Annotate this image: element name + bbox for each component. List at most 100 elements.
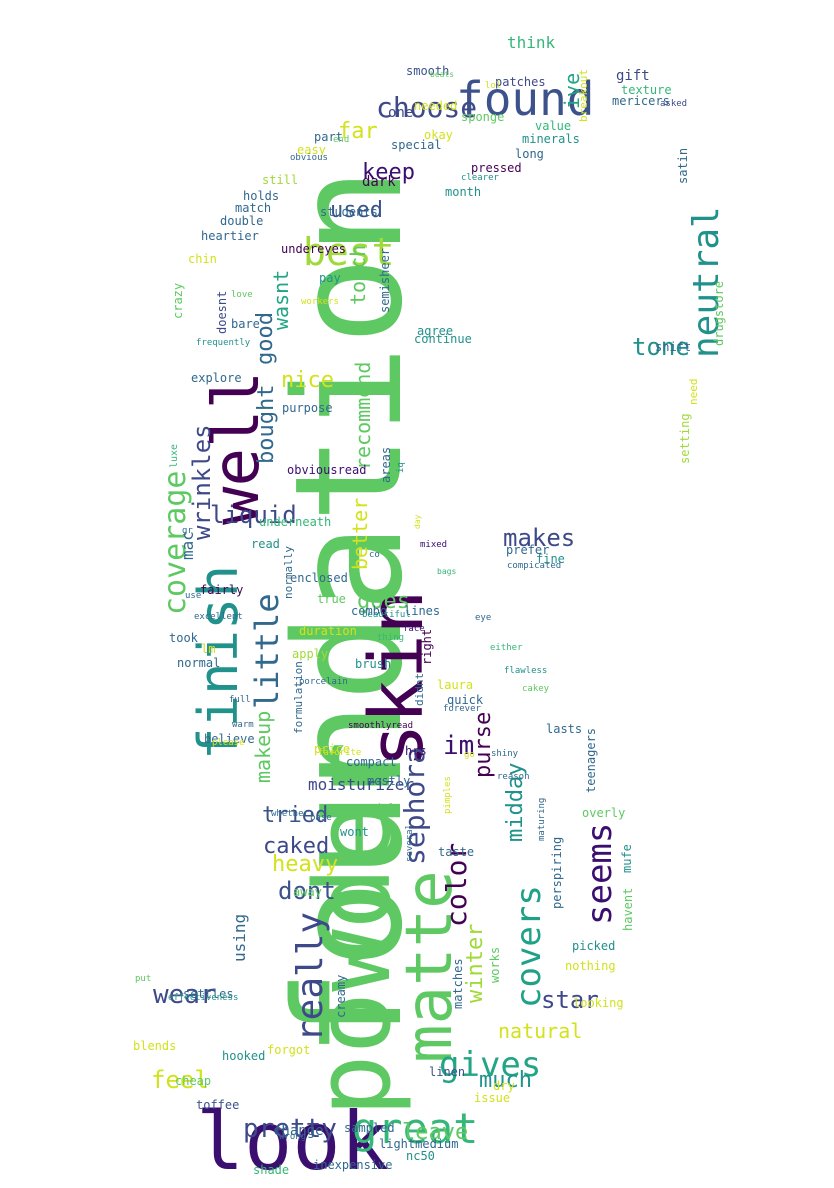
word-enclosed: enclosed [290, 571, 348, 585]
word-favorite: favorite [318, 748, 362, 758]
word-issue: issue [474, 1091, 511, 1105]
word-mericers: mericers [612, 94, 670, 108]
word-smooth: smooth [406, 64, 450, 78]
word-really: really [290, 911, 331, 1042]
word-long: long [515, 147, 544, 161]
word-matches: matches [451, 958, 465, 1009]
word-clearer: clearer [461, 173, 499, 183]
word-change: change [273, 1123, 324, 1139]
word-think: think [507, 33, 556, 52]
word-lightmedium: lightmedium [379, 1137, 459, 1151]
word-settles: settles [183, 987, 234, 1001]
word-duration: duration [299, 624, 357, 638]
word-wasnt: wasnt [269, 269, 293, 330]
word-iq: iq [396, 462, 406, 473]
word-minerals: minerals [522, 132, 580, 146]
word-linen: linen [429, 1065, 466, 1079]
word-luxe: luxe [169, 443, 180, 468]
word-used: used [330, 198, 383, 223]
word-lasts: lasts [546, 722, 583, 736]
word-little: little [248, 593, 286, 709]
word-still: still [262, 173, 299, 187]
word-satin: satin [676, 147, 690, 184]
word-nc50: nc50 [406, 1149, 435, 1163]
word-normal: normal [177, 656, 221, 670]
word-hooked: hooked [222, 1049, 266, 1063]
word-mixed: mixed [420, 540, 448, 550]
word-cakey: cakey [522, 684, 550, 694]
word-workers: workers [301, 297, 339, 307]
word-heartier: heartier [201, 229, 259, 243]
word-laura: laura [437, 678, 474, 692]
word-holds: holds [243, 189, 280, 203]
word-beautiful: beautiful [362, 610, 411, 620]
word-price: price [314, 742, 351, 756]
word-much: much [479, 1068, 532, 1093]
word-liquid: liquid [210, 501, 297, 529]
word-forgot: forgot [267, 1043, 311, 1057]
word-picked: picked [572, 939, 616, 953]
word-star: star [541, 986, 599, 1014]
word-lol: lol [485, 81, 502, 91]
word-compact: compact [346, 755, 397, 769]
word-day: day [413, 514, 422, 529]
word-lm: lm [201, 642, 216, 656]
word-mostly: mostly [367, 774, 411, 788]
word-took: took [169, 631, 198, 645]
word-obvious: obvious [290, 153, 328, 163]
word-end: end [333, 135, 350, 145]
word-looking: looking [573, 996, 624, 1010]
word-using: using [230, 913, 249, 962]
word-combo: combo [351, 604, 388, 618]
word-recommend: recommend [351, 361, 375, 470]
word-shift: shift [655, 340, 692, 354]
word-blends: blends [133, 1039, 177, 1053]
word-asked: asked [660, 99, 688, 109]
word-touch: touch [346, 244, 370, 305]
word-shiny: shiny [491, 749, 519, 759]
word-makes: makes [503, 524, 576, 552]
word-look: look [196, 1095, 389, 1188]
word-porcelain: porcelain [299, 677, 348, 687]
word-right: right [420, 628, 434, 665]
word-either: either [490, 643, 523, 653]
word-true: true [317, 592, 346, 606]
word-need: need [687, 378, 700, 406]
word-underneath: underneath [259, 515, 332, 529]
word-bare: bare [231, 317, 260, 331]
word-maturing: maturing [537, 797, 547, 841]
word-easy: easy [297, 143, 326, 157]
word-nice: nice [281, 368, 334, 393]
word-shade: shade [253, 1163, 290, 1177]
word-put: put [135, 974, 152, 984]
word-bags: bags [437, 567, 457, 576]
word-great: great [352, 1104, 479, 1153]
word-obviousread: obviousread [287, 463, 367, 477]
word-flawless: flawless [504, 666, 548, 676]
word-effectiveness: effectiveness [168, 993, 239, 1003]
word-value: value [535, 119, 572, 133]
word-students: students [320, 205, 378, 219]
word-inexpensive: inexpensive [313, 1158, 393, 1172]
word-dry: dry [493, 1079, 515, 1093]
word-cheap: cheap [175, 1074, 212, 1088]
word-pay: pay [319, 271, 341, 285]
word-compicated: compicated [507, 561, 562, 571]
word-purse: purse [471, 711, 496, 778]
word-explore: explore [191, 371, 242, 385]
word-part: part [314, 130, 343, 144]
word-forever: forever [443, 704, 481, 714]
word-fairly: fairly [200, 583, 244, 597]
word-quick: quick [447, 693, 484, 707]
word-dark: dark [362, 174, 396, 190]
word-go: go [464, 750, 475, 760]
word-texture: texture [621, 83, 672, 97]
word-smoothlyread: smoothlyread [348, 721, 414, 731]
word-eye: eye [475, 613, 492, 623]
word-match: match [235, 201, 272, 215]
word-seems: seems [580, 822, 620, 925]
word-apply: apply [292, 647, 329, 661]
word-warm: warm [232, 720, 254, 730]
word-breakout: breakout [577, 69, 590, 122]
